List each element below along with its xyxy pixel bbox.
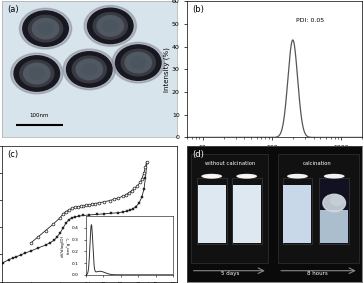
Ellipse shape bbox=[287, 174, 308, 179]
Circle shape bbox=[82, 64, 96, 75]
FancyBboxPatch shape bbox=[197, 178, 227, 243]
Text: calcination: calcination bbox=[303, 161, 332, 166]
Circle shape bbox=[87, 8, 133, 44]
Circle shape bbox=[131, 57, 146, 68]
Circle shape bbox=[93, 13, 127, 39]
Ellipse shape bbox=[203, 175, 220, 179]
Text: PDI: 0.05: PDI: 0.05 bbox=[296, 18, 324, 23]
Circle shape bbox=[103, 20, 118, 31]
Text: (a): (a) bbox=[7, 5, 19, 14]
Circle shape bbox=[323, 194, 345, 212]
Circle shape bbox=[76, 59, 103, 80]
Circle shape bbox=[20, 60, 54, 87]
FancyBboxPatch shape bbox=[278, 154, 359, 263]
FancyBboxPatch shape bbox=[319, 178, 349, 243]
Circle shape bbox=[72, 56, 106, 83]
Y-axis label: Intensity (%): Intensity (%) bbox=[164, 47, 170, 92]
Circle shape bbox=[38, 23, 53, 34]
Circle shape bbox=[24, 63, 50, 84]
Ellipse shape bbox=[324, 174, 345, 179]
FancyBboxPatch shape bbox=[233, 185, 261, 243]
FancyBboxPatch shape bbox=[282, 178, 312, 243]
Circle shape bbox=[63, 49, 115, 90]
Text: 100nm: 100nm bbox=[30, 113, 49, 118]
Circle shape bbox=[32, 18, 59, 39]
Circle shape bbox=[11, 53, 63, 94]
Circle shape bbox=[29, 68, 44, 79]
FancyBboxPatch shape bbox=[191, 154, 268, 263]
Circle shape bbox=[28, 15, 63, 42]
Circle shape bbox=[67, 52, 112, 87]
Ellipse shape bbox=[201, 174, 222, 179]
FancyBboxPatch shape bbox=[232, 178, 262, 243]
Text: (d): (d) bbox=[193, 150, 204, 159]
Ellipse shape bbox=[238, 175, 255, 179]
Circle shape bbox=[23, 11, 68, 46]
X-axis label: Size (nm): Size (nm) bbox=[258, 156, 291, 162]
Circle shape bbox=[331, 195, 344, 205]
Circle shape bbox=[19, 8, 72, 49]
Text: (c): (c) bbox=[7, 150, 18, 159]
FancyBboxPatch shape bbox=[320, 210, 348, 243]
Circle shape bbox=[125, 52, 151, 73]
Text: 8 hours: 8 hours bbox=[307, 271, 328, 276]
Circle shape bbox=[14, 56, 60, 91]
FancyBboxPatch shape bbox=[284, 185, 312, 243]
Circle shape bbox=[121, 49, 155, 76]
Text: 5 days: 5 days bbox=[221, 271, 239, 276]
Text: (b): (b) bbox=[193, 5, 204, 14]
FancyBboxPatch shape bbox=[198, 185, 226, 243]
Circle shape bbox=[84, 6, 136, 46]
Text: without calcination: without calcination bbox=[205, 161, 255, 166]
Circle shape bbox=[115, 45, 161, 80]
Circle shape bbox=[112, 42, 165, 83]
Circle shape bbox=[97, 16, 123, 36]
Ellipse shape bbox=[236, 174, 257, 179]
